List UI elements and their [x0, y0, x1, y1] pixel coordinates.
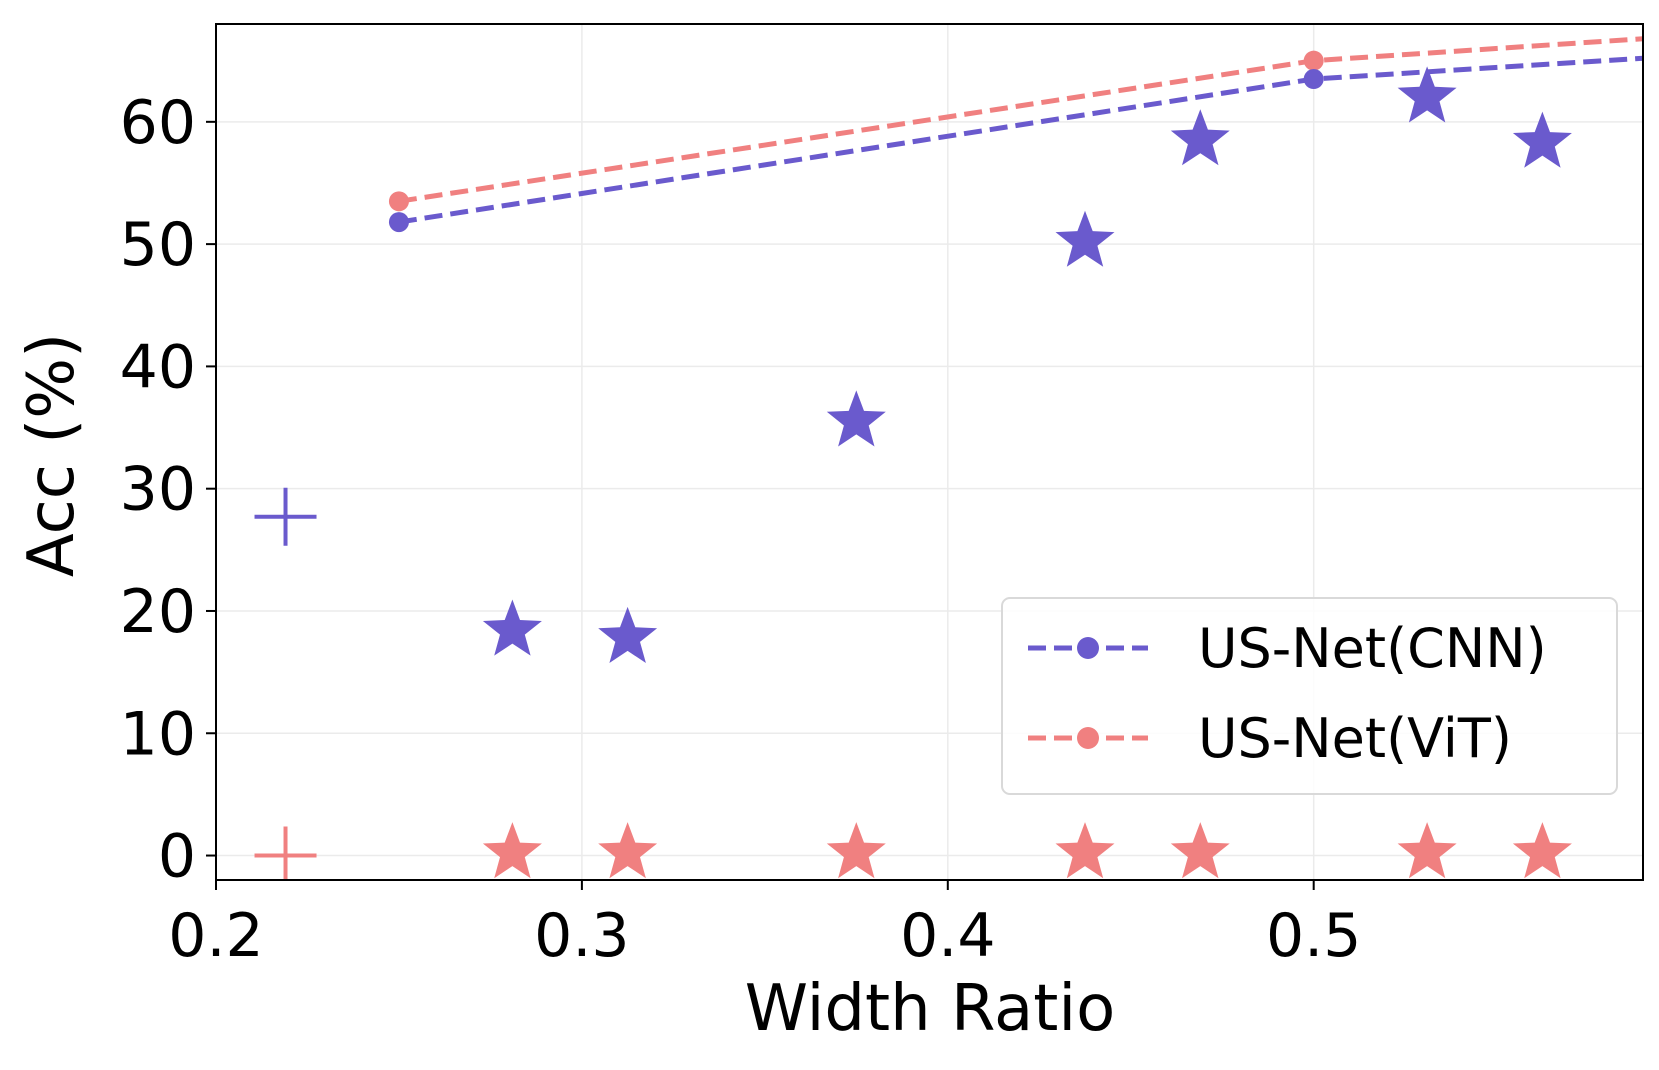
star-marker	[1512, 111, 1572, 168]
y-tick-label: 50	[120, 210, 196, 280]
legend-marker-vit	[1077, 727, 1099, 749]
x-tick-label: 0.2	[168, 901, 263, 971]
series-point	[1303, 50, 1324, 71]
star-marker	[1397, 66, 1457, 123]
plot-frame	[215, 23, 1644, 881]
star-marker	[482, 822, 542, 879]
star-marker	[1512, 822, 1572, 879]
legend: US-Net(CNN) US-Net(ViT)	[1001, 597, 1618, 795]
plot-area	[254, 36, 1643, 880]
star-marker	[482, 599, 542, 656]
x-tick-label: 0.5	[1266, 901, 1361, 971]
star-marker	[1055, 210, 1115, 267]
star-marker	[1055, 822, 1115, 879]
y-tick-label: 0	[158, 822, 196, 892]
y-tick-label: 10	[120, 699, 196, 769]
y-tick-label: 40	[120, 332, 196, 402]
series-point	[1303, 69, 1324, 90]
star-marker	[598, 606, 658, 663]
grid-lines	[215, 24, 1643, 880]
star-marker	[598, 822, 658, 879]
star-marker	[826, 390, 886, 447]
y-axis-label: Acc (%)	[15, 333, 89, 577]
series-point	[388, 191, 409, 212]
legend-box	[1001, 597, 1618, 795]
x-tick-label: 0.4	[900, 901, 995, 971]
star-marker	[1170, 109, 1230, 166]
x-axis-label: Width Ratio	[745, 972, 1116, 1046]
star-marker	[1170, 822, 1230, 879]
legend-label-vit: US-Net(ViT)	[1198, 707, 1512, 770]
y-tick-label: 20	[120, 577, 196, 647]
legend-label-cnn: US-Net(CNN)	[1198, 617, 1547, 680]
legend-item-cnn: US-Net(CNN)	[1028, 617, 1547, 680]
y-tick-label: 60	[120, 88, 196, 158]
x-tick-label: 0.3	[534, 901, 629, 971]
series-layer	[254, 36, 1643, 880]
tick-layer: 0 10 20 30 40 50 60 0.2 0.3 0.4 0.5	[120, 88, 1362, 971]
series-point	[388, 212, 409, 233]
star-marker	[1397, 822, 1457, 879]
legend-marker-cnn	[1077, 637, 1099, 659]
y-tick-label: 30	[120, 455, 196, 525]
series-line	[398, 55, 1643, 225]
legend-item-vit: US-Net(ViT)	[1028, 707, 1512, 770]
series-line	[398, 36, 1643, 204]
star-marker	[826, 822, 886, 879]
